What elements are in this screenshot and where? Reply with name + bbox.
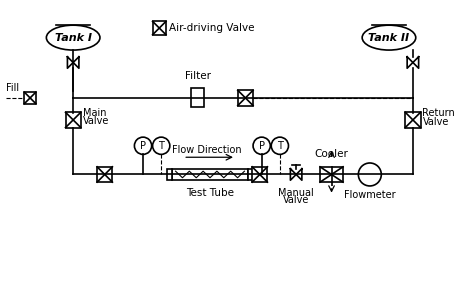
Bar <box>405 112 420 128</box>
Text: Test Tube: Test Tube <box>186 188 234 198</box>
Bar <box>238 90 253 106</box>
Circle shape <box>253 137 270 154</box>
Bar <box>152 21 166 35</box>
Circle shape <box>358 163 381 186</box>
Text: Main: Main <box>83 108 106 118</box>
Text: P: P <box>259 141 265 151</box>
Text: Cooler: Cooler <box>314 149 348 159</box>
Text: Air-driving Valve: Air-driving Valve <box>169 23 254 33</box>
Text: Fill: Fill <box>6 83 19 93</box>
Bar <box>24 92 36 104</box>
Text: Manual: Manual <box>278 188 314 198</box>
Ellipse shape <box>362 25 416 50</box>
Text: Filter: Filter <box>185 71 211 81</box>
Text: Valve: Valve <box>422 117 449 127</box>
Bar <box>320 167 343 182</box>
Bar <box>97 167 112 182</box>
Bar <box>66 112 81 128</box>
Text: P: P <box>140 141 146 151</box>
Circle shape <box>134 137 151 154</box>
Text: Flow Direction: Flow Direction <box>172 145 242 155</box>
Circle shape <box>152 137 170 154</box>
Bar <box>191 88 204 108</box>
Text: Tank I: Tank I <box>55 33 92 43</box>
Circle shape <box>271 137 288 154</box>
Bar <box>167 169 172 180</box>
Text: Tank II: Tank II <box>369 33 409 43</box>
Bar <box>172 169 248 180</box>
Text: Return: Return <box>422 108 455 118</box>
Bar <box>252 167 268 182</box>
Bar <box>248 169 253 180</box>
Text: Flowmeter: Flowmeter <box>344 190 396 200</box>
Text: T: T <box>277 141 283 151</box>
Ellipse shape <box>46 25 100 50</box>
Text: Valve: Valve <box>83 116 109 126</box>
Text: Valve: Valve <box>283 194 309 205</box>
Text: T: T <box>158 141 164 151</box>
